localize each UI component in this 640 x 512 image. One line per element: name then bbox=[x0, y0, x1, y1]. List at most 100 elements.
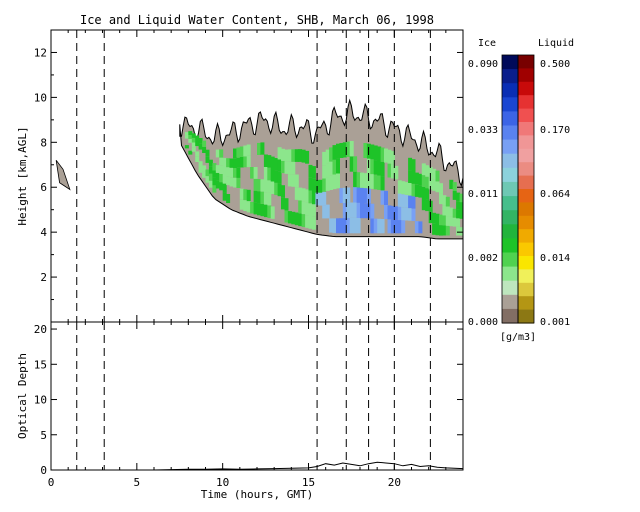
cloud-cell bbox=[349, 141, 354, 157]
cloud-cell bbox=[356, 172, 361, 188]
cloud-cell bbox=[360, 203, 364, 219]
cloud-cell bbox=[456, 192, 461, 202]
cloud-cell bbox=[452, 217, 457, 227]
colorbar-liquid-swatch bbox=[518, 135, 534, 150]
cloud-cell bbox=[246, 144, 251, 156]
cloud-cell bbox=[332, 218, 337, 234]
cloud-cell bbox=[298, 200, 303, 214]
cloud-cell bbox=[322, 178, 327, 192]
cloud-cell bbox=[253, 190, 258, 203]
cloud-cell bbox=[370, 174, 375, 189]
cloud-cell bbox=[260, 179, 265, 192]
cloud-patch bbox=[55, 160, 71, 191]
colorbar-ice-tick-label: 0.090 bbox=[468, 59, 498, 70]
cloud-cell bbox=[291, 161, 296, 175]
cloud-cell bbox=[373, 145, 378, 161]
cloud-cell bbox=[318, 192, 323, 206]
colorbar-liquid-label: Liquid bbox=[538, 38, 574, 49]
optical-depth-tick-label: 0 bbox=[40, 464, 47, 477]
colorbar-ice-swatch bbox=[502, 125, 518, 141]
cloud-cell bbox=[308, 216, 313, 229]
cloud-cell bbox=[215, 180, 220, 189]
cloud-cell bbox=[301, 149, 306, 163]
cloud-cell bbox=[394, 219, 399, 234]
cloud-cell bbox=[456, 226, 461, 236]
colorbar-ice bbox=[502, 55, 518, 324]
cloud-cell bbox=[360, 187, 364, 203]
cloud-cell bbox=[246, 201, 251, 213]
colorbar-liquid-swatch bbox=[518, 95, 534, 110]
cloud-cell bbox=[418, 173, 423, 186]
cloud-cell bbox=[380, 190, 385, 205]
cloud-cell bbox=[394, 165, 399, 180]
cloud-cell bbox=[421, 186, 426, 199]
cloud-cell bbox=[287, 161, 292, 175]
cloud-cell bbox=[411, 208, 416, 221]
cloud-cell bbox=[336, 173, 340, 189]
cloud-cell bbox=[397, 193, 402, 207]
cloud-cell bbox=[414, 221, 419, 234]
cloud-cell bbox=[315, 192, 320, 206]
cloud-cell bbox=[322, 191, 327, 206]
cloud-cell bbox=[329, 175, 334, 190]
cloud-cell bbox=[449, 216, 454, 227]
cloud-cell bbox=[250, 167, 255, 179]
cloud-cell bbox=[191, 147, 196, 152]
colorbar-liquid-tick-label: 0.170 bbox=[540, 125, 570, 136]
cloud-cell bbox=[222, 183, 227, 193]
cloud-cell bbox=[229, 177, 234, 187]
cloud-cell bbox=[370, 203, 375, 219]
cloud-cell bbox=[267, 180, 272, 193]
colorbar-liquid bbox=[518, 55, 534, 324]
cloud-cell bbox=[195, 156, 200, 162]
cloud-cell bbox=[198, 138, 203, 144]
cloud-cell bbox=[226, 158, 231, 168]
cloud-cell bbox=[356, 218, 361, 234]
cloud-cell bbox=[301, 201, 306, 215]
cloud-cell bbox=[287, 149, 292, 162]
y-axis-label-optical-depth: Optical Depth bbox=[16, 353, 29, 439]
cloud-cell bbox=[195, 151, 200, 157]
colorbar-liquid-swatch bbox=[518, 296, 534, 311]
cloud-cell bbox=[329, 147, 334, 162]
colorbar-liquid-swatch bbox=[518, 162, 534, 177]
cloud-cell bbox=[380, 176, 385, 191]
cloud-field bbox=[55, 98, 467, 240]
cloud-cell bbox=[428, 167, 433, 179]
cloud-cell bbox=[463, 195, 467, 203]
cloud-cell bbox=[277, 171, 282, 184]
cloud-cell bbox=[188, 150, 193, 155]
cloud-cell bbox=[205, 169, 210, 177]
cloud-cell bbox=[246, 189, 251, 202]
cloud-cell bbox=[239, 157, 244, 168]
cloud-cell bbox=[253, 178, 258, 191]
cloud-cell bbox=[308, 177, 313, 191]
colorbar-liquid-tick-label: 0.001 bbox=[540, 317, 570, 328]
cloud-cell bbox=[257, 203, 261, 216]
cloud-cell bbox=[353, 217, 358, 234]
cloud-cell bbox=[329, 161, 334, 176]
colorbar-ice-tick-label: 0.002 bbox=[468, 253, 498, 264]
cloud-cell bbox=[219, 165, 224, 174]
cloud-cell bbox=[445, 196, 450, 207]
cloud-cell bbox=[325, 177, 330, 191]
cloud-cell bbox=[250, 201, 255, 214]
cloud-cell bbox=[387, 219, 392, 234]
cloud-cell bbox=[219, 149, 224, 158]
cloud-cell bbox=[377, 161, 382, 176]
event-lines-bottom bbox=[76, 322, 431, 470]
cloud-cell bbox=[442, 205, 447, 216]
cloud-cell bbox=[332, 159, 337, 175]
cloud-cell bbox=[277, 159, 282, 172]
cloud-cell bbox=[301, 188, 306, 202]
cloud-cell bbox=[205, 156, 210, 163]
colorbar-liquid-swatch bbox=[518, 215, 534, 230]
cloud-cell bbox=[274, 182, 279, 196]
cloud-cell bbox=[202, 165, 207, 172]
cloud-cell bbox=[432, 212, 437, 224]
cloud-cell bbox=[353, 156, 358, 172]
cloud-cell bbox=[342, 218, 347, 234]
cloud-cell bbox=[281, 197, 285, 210]
cloud-cell bbox=[298, 187, 303, 201]
cloud-cell bbox=[363, 188, 368, 204]
